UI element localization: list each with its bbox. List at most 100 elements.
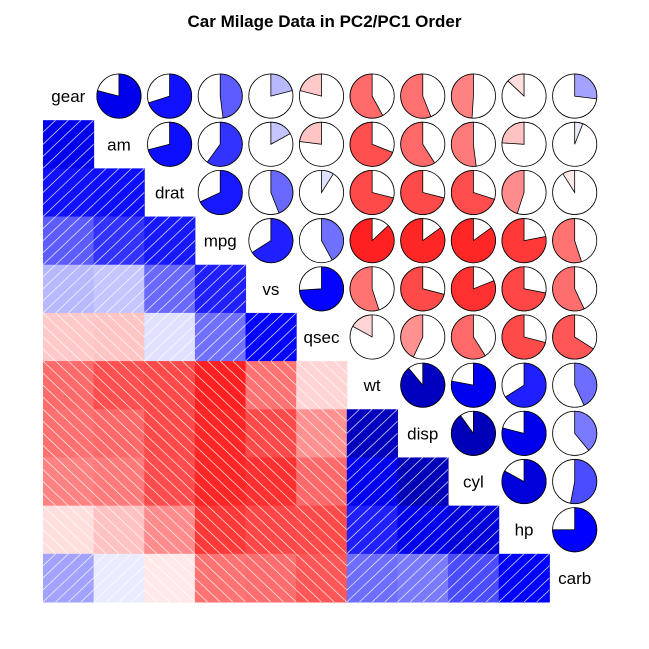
- variable-label-qsec: qsec: [304, 328, 340, 347]
- shade-cell-vs-gear: [43, 264, 95, 314]
- hatch-lines: [194, 457, 246, 506]
- pie-slice: [501, 218, 547, 264]
- pie-cell-cyl-hp: [501, 459, 547, 505]
- shade-cell-wt-am: [93, 361, 145, 410]
- shade-cell-cyl-am: [93, 457, 145, 507]
- pie-slice: [450, 121, 477, 167]
- shade-cell-vs-mpg: [194, 264, 247, 314]
- pie-cell-am-qsec: [299, 121, 344, 167]
- pie-slice: [400, 314, 424, 358]
- pie-cell-qsec-wt: [349, 314, 395, 360]
- pie-slice: [352, 314, 373, 338]
- pie-slice: [450, 218, 496, 264]
- pie-cell-am-disp: [400, 121, 446, 167]
- pie-cell-wt-disp: [400, 362, 446, 408]
- hatch-lines: [43, 120, 94, 169]
- hatch-lines: [245, 409, 297, 458]
- pie-slice: [400, 169, 445, 215]
- hatch-lines: [144, 505, 195, 554]
- hatch-lines: [194, 409, 246, 458]
- pie-slice: [270, 169, 294, 214]
- pie-cell-mpg-carb: [552, 218, 598, 264]
- hatch-lines: [346, 409, 398, 458]
- hatch-lines: [296, 361, 347, 410]
- pie-cell-am-drat: [147, 121, 193, 167]
- pie-cell-am-hp: [501, 121, 547, 167]
- pie-cell-gear-wt: [349, 73, 395, 119]
- hatch-lines: [194, 553, 246, 602]
- shade-cell-qsec-gear: [43, 312, 95, 362]
- shade-cell-hp-qsec: [296, 505, 348, 555]
- pie-cell-disp-cyl: [450, 410, 496, 456]
- shade-cell-cyl-vs: [245, 457, 297, 507]
- cells-layer: [43, 73, 598, 603]
- pie-cell-am-mpg: [197, 121, 243, 167]
- shade-cell-hp-vs: [245, 505, 297, 555]
- shade-cell-hp-cyl: [448, 505, 500, 555]
- hatch-lines: [194, 312, 246, 362]
- hatch-lines: [144, 312, 195, 362]
- pie-cell-gear-hp: [501, 73, 547, 119]
- pie-slice: [251, 218, 294, 264]
- hatch-lines: [245, 312, 297, 362]
- pie-slice: [574, 362, 598, 406]
- shade-cell-disp-mpg: [194, 409, 247, 458]
- pie-cell-gear-drat: [147, 73, 193, 119]
- hatch-lines: [43, 264, 94, 313]
- hatch-lines: [43, 168, 94, 217]
- pie-cell-mpg-qsec: [299, 218, 344, 264]
- pie-slice: [299, 266, 344, 312]
- hatch-lines: [93, 168, 145, 217]
- pie-slice: [349, 169, 395, 215]
- shade-cell-hp-disp: [397, 505, 449, 555]
- shade-cell-wt-gear: [43, 361, 95, 410]
- variable-label-disp: disp: [407, 424, 438, 443]
- pie-slice: [349, 121, 394, 167]
- shade-cell-disp-vs: [245, 409, 297, 458]
- pie-slice: [552, 314, 594, 360]
- hatch-lines: [93, 216, 145, 265]
- shade-cell-disp-qsec: [296, 409, 348, 458]
- pie-slice: [400, 73, 432, 119]
- pie-slice: [501, 314, 546, 360]
- pie-slice: [400, 362, 446, 408]
- hatch-lines: [346, 505, 398, 554]
- shade-cell-carb-hp: [498, 553, 550, 603]
- pie-cell-qsec-cyl: [450, 314, 496, 360]
- pie-cell-vs-wt: [349, 266, 395, 312]
- variable-label-drat: drat: [155, 183, 185, 202]
- shade-cell-carb-wt: [346, 553, 398, 603]
- pie-cell-drat-hp: [501, 169, 547, 215]
- hatch-lines: [43, 553, 94, 602]
- pie-cell-gear-cyl: [450, 73, 496, 119]
- pie-cell-gear-qsec: [299, 73, 344, 119]
- hatch-lines: [498, 553, 550, 602]
- shade-cell-cyl-disp: [397, 457, 449, 507]
- pie-cell-gear-am: [96, 73, 142, 119]
- pie-slice: [349, 73, 384, 119]
- pie-slice: [321, 218, 344, 261]
- hatch-lines: [346, 457, 398, 506]
- variable-label-cyl: cyl: [463, 473, 484, 492]
- pie-cell-drat-carb: [552, 169, 598, 215]
- shade-cell-hp-am: [93, 505, 145, 555]
- pie-slice: [450, 266, 496, 312]
- pie-slice: [321, 169, 334, 194]
- pie-cell-gear-carb: [552, 73, 598, 119]
- hatch-lines: [93, 553, 145, 602]
- pie-slice: [450, 73, 474, 119]
- pie-cell-gear-disp: [400, 73, 446, 119]
- pie-slice: [270, 121, 291, 145]
- hatch-lines: [144, 457, 195, 506]
- shade-cell-hp-gear: [43, 505, 95, 555]
- hatch-lines: [43, 505, 94, 554]
- hatch-lines: [93, 264, 145, 313]
- shade-cell-disp-wt: [346, 409, 398, 458]
- pie-cell-drat-vs: [248, 169, 294, 215]
- shade-cell-hp-wt: [346, 505, 398, 555]
- hatch-lines: [346, 553, 398, 602]
- hatch-lines: [448, 505, 499, 554]
- shade-cell-carb-am: [93, 553, 145, 603]
- pie-cell-hp-carb: [552, 507, 598, 553]
- pie-slice: [501, 266, 547, 312]
